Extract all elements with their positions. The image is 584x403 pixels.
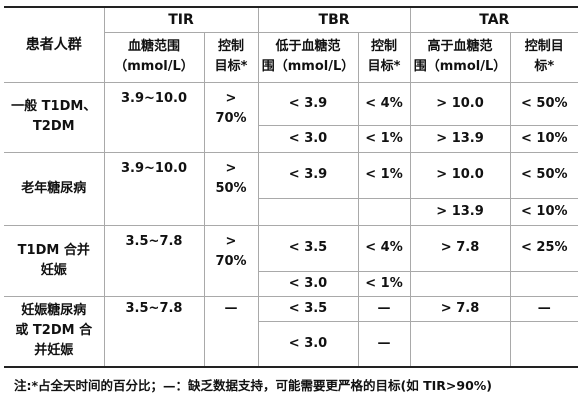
patient-group-cell: 一般 T1DM、 T2DM (4, 81, 105, 153)
tir-target-cell: >50% (203, 151, 259, 226)
tir-target-cell: >70% (203, 81, 259, 153)
header-tar-target: 控制目 标* (509, 31, 579, 83)
tbr-range-cell: < 3.9 (257, 151, 359, 199)
table-footnote: 注:*占全天时间的百分比；—：缺乏数据支持，可能需要更严格的目标(如 TIR>9… (14, 378, 493, 393)
table-row: T1DM 合并 妊娠 3.5~7.8 >70% < 3.5 < 4% > 7.8 … (4, 224, 579, 297)
tar-range-cell: > 13.9 (409, 197, 511, 226)
header-tbr: TBR (257, 6, 411, 33)
header-tir-target: 控制 目标* (203, 31, 259, 83)
tbr-target-cell: < 1% (357, 124, 411, 153)
header-tir-range: 血糖范围 （mmol/L） (103, 31, 205, 83)
tbr-range-cell: < 3.5 (257, 295, 359, 322)
tar-target-cell: < 50% (509, 81, 579, 126)
tbr-target-cell: — (357, 320, 411, 368)
tar-range-cell (409, 320, 511, 368)
table-row: < 3.0 — (4, 320, 579, 368)
tbr-target-cell: < 1% (357, 151, 411, 199)
tir-targets-table: 患者人群 TIR TBR TAR 血糖范围 （mmol/L） 控制 目标* 低于血糖… (4, 6, 579, 368)
tbr-target-cell: < 1% (357, 270, 411, 297)
tir-range-cell: 3.9~10.0 (103, 81, 205, 153)
tbr-target-cell: — (357, 295, 411, 322)
tbr-range-cell: < 3.0 (257, 124, 359, 153)
tar-range-cell: > 7.8 (409, 295, 511, 322)
tbr-range-cell: < 3.9 (257, 81, 359, 126)
table-row: 一般 T1DM、 T2DM 3.9~10.0 >70% < 3.9 < 4% > … (4, 81, 579, 153)
tbr-range-cell: < 3.0 (257, 320, 359, 368)
tar-range-cell: > 7.8 (409, 224, 511, 272)
tbr-range-cell: < 3.0 (257, 270, 359, 297)
tbr-target-cell: < 4% (357, 224, 411, 272)
tar-range-cell (409, 270, 511, 297)
header-tbr-target: 控制 目标* (357, 31, 411, 83)
table-row: 老年糖尿病 3.9~10.0 >50% < 3.9 < 1% > 10.0 < … (4, 151, 579, 226)
tir-range-cell: 3.9~10.0 (103, 151, 205, 226)
header-patient-group: 患者人群 (4, 6, 105, 83)
tir-range-cell: 3.5~7.8 (103, 224, 205, 297)
patient-group-cell: T1DM 合并 妊娠 (4, 224, 105, 297)
header-tir: TIR (103, 6, 259, 33)
tar-range-cell: > 10.0 (409, 81, 511, 126)
tir-target-cell: >70% (203, 224, 259, 297)
tar-range-cell: > 10.0 (409, 151, 511, 199)
tar-target-cell: < 50% (509, 151, 579, 199)
tar-target-cell: — (509, 295, 579, 322)
tar-target-cell: < 10% (509, 197, 579, 226)
patient-group-cell: 老年糖尿病 (4, 151, 105, 226)
patient-group-cell: 妊娠糖尿病或 T2DM 合并妊娠 (4, 295, 105, 368)
tar-target-cell (509, 270, 579, 297)
tbr-range-cell (257, 197, 359, 226)
tbr-target-cell (357, 197, 411, 226)
table-row: 妊娠糖尿病或 T2DM 合并妊娠 3.5~7.8 — < 3.5 — > 7.8… (4, 295, 579, 368)
tbr-target-cell: < 4% (357, 81, 411, 126)
tir-range-cell: 3.5~7.8 (103, 295, 205, 368)
tar-target-cell: < 10% (509, 124, 579, 153)
tbr-range-cell: < 3.5 (257, 224, 359, 272)
header-tbr-range: 低于血糖范 围（mmol/L） (257, 31, 359, 83)
table-row: < 3.0 < 1% > 13.9 < 10% (4, 124, 579, 153)
header-tar: TAR (409, 6, 579, 33)
tar-target-cell (509, 320, 579, 368)
header-tar-range: 高于血糖范 围（mmol/L） (409, 31, 511, 83)
tar-target-cell: < 25% (509, 224, 579, 272)
tar-range-cell: > 13.9 (409, 124, 511, 153)
tir-target-cell: — (203, 295, 259, 368)
